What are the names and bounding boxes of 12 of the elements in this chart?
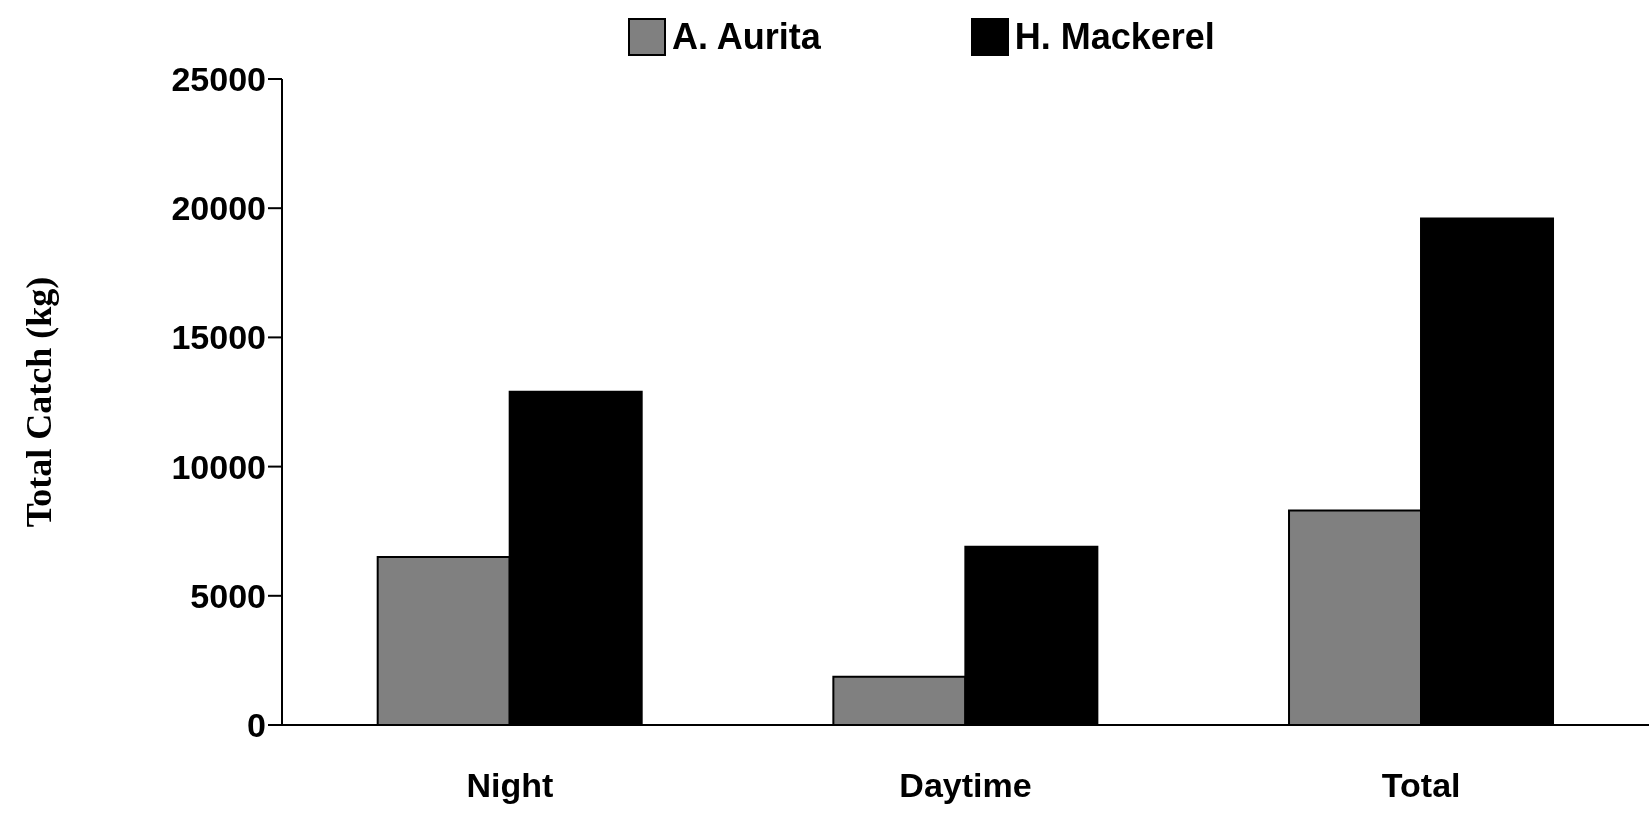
y-tick-label: 5000 (190, 576, 266, 615)
x-tick-label: Night (466, 766, 554, 805)
x-tick-label: Daytime (899, 766, 1032, 805)
y-tick-label: 25000 (171, 60, 266, 99)
y-tick-label: 10000 (171, 447, 266, 486)
y-tick-label: 20000 (171, 189, 266, 228)
y-tick-label: 15000 (171, 318, 266, 357)
y-axis-title: Total Catch (kg) (18, 276, 59, 528)
y-tick-label: 0 (247, 706, 266, 745)
x-tick-label: Total (1381, 766, 1461, 805)
legend-label: H. Mackerel (1014, 16, 1215, 58)
legend-label: A. Aurita (672, 16, 821, 58)
